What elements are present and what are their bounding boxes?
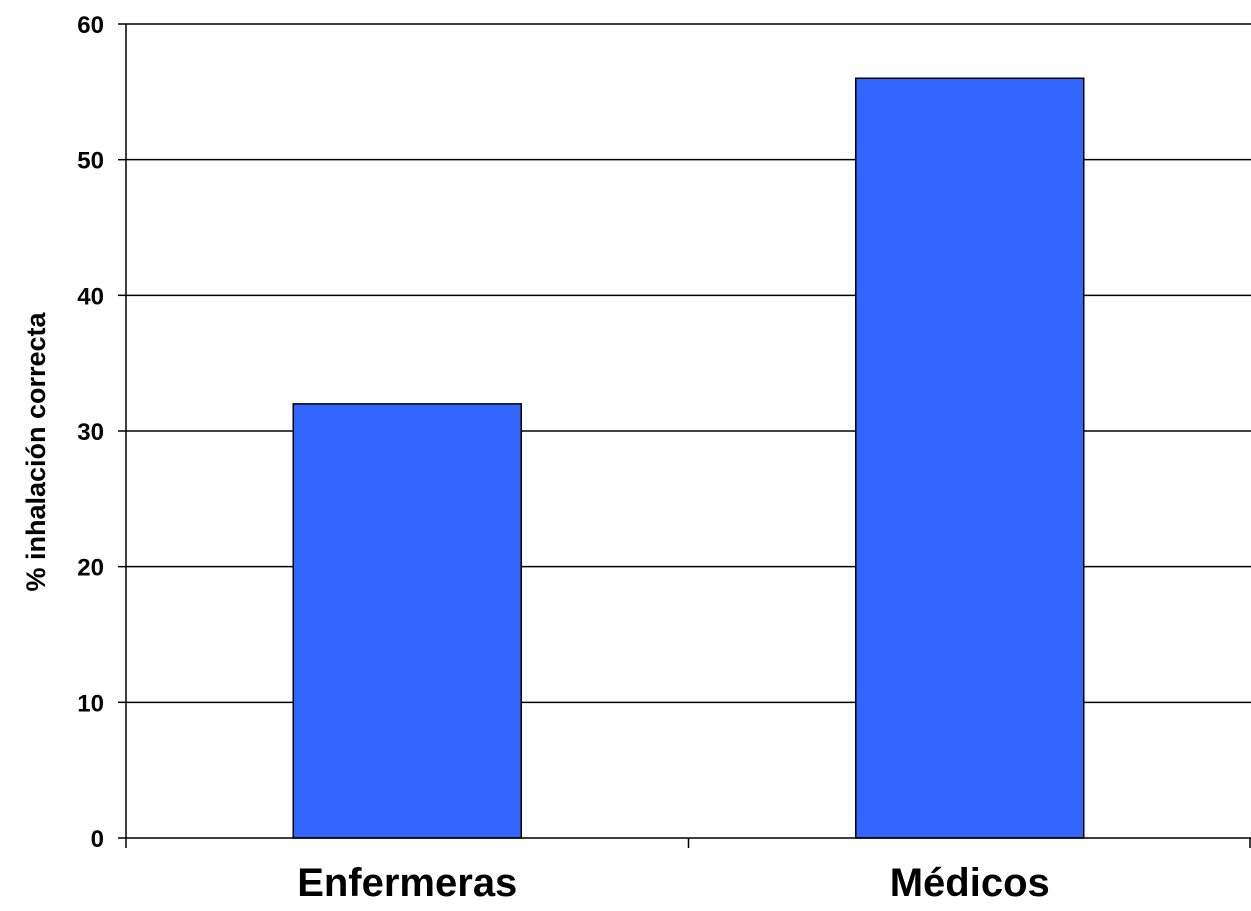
y-tick-label: 0 — [91, 826, 104, 853]
y-axis-label: % inhalación correcta — [21, 311, 51, 591]
y-tick-label: 30 — [77, 419, 104, 446]
bars — [292, 77, 1085, 839]
axes — [118, 23, 1251, 848]
y-tick-label: 40 — [77, 283, 104, 310]
x-tick-label: Médicos — [890, 861, 1050, 905]
x-tick-labels: Enfermeras Médicos — [297, 861, 1050, 905]
bar-medicos — [855, 77, 1085, 839]
y-tick-label: 20 — [77, 555, 104, 582]
x-tick-label: Enfermeras — [297, 861, 517, 905]
y-tick-label: 60 — [77, 12, 104, 39]
y-tick-label: 10 — [77, 690, 104, 717]
y-tick-labels: 0 10 20 30 40 50 60 — [77, 12, 104, 853]
y-tick-label: 50 — [77, 148, 104, 175]
bar-enfermeras — [292, 403, 522, 839]
